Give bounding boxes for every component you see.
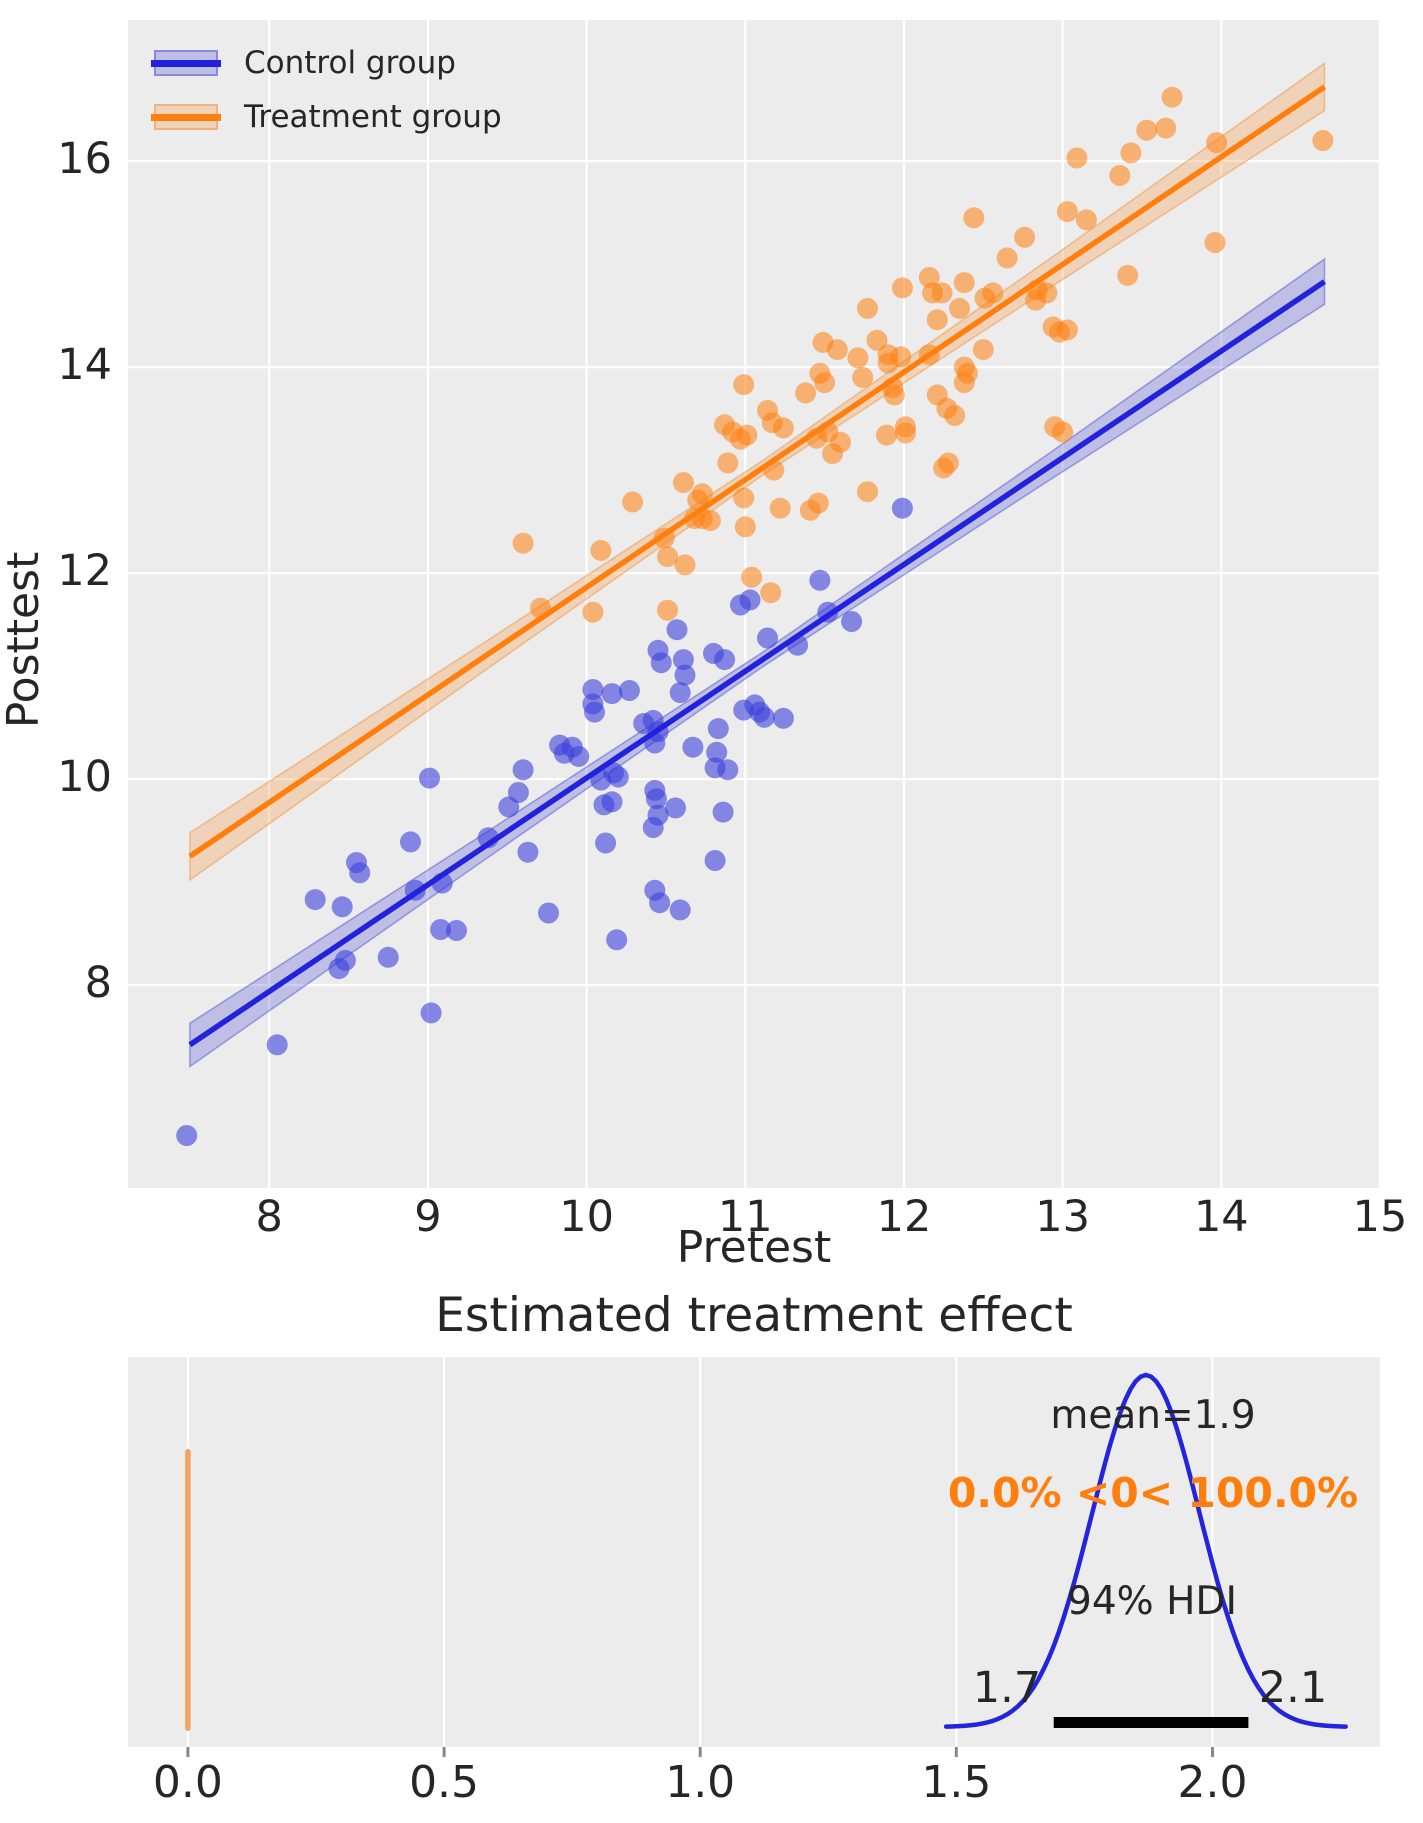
bottom-plot-title: Estimated treatment effect xyxy=(435,1288,1073,1343)
legend-item-treatment: Treatment group xyxy=(151,90,502,144)
control-line-swatch xyxy=(151,50,221,76)
legend-label-control: Control group xyxy=(244,45,456,81)
y-tick-10: 10 xyxy=(57,752,112,803)
hdi-label: 94% HDI xyxy=(1067,1579,1237,1624)
legend-item-control: Control group xyxy=(151,36,502,90)
mean-annotation: mean=1.9 xyxy=(1050,1393,1256,1438)
bottom-x-tick-1.0: 1.0 xyxy=(665,1757,736,1808)
x-tick-13: 13 xyxy=(1035,1192,1090,1242)
x-tick-9: 9 xyxy=(414,1192,442,1242)
treatment-effect-plot: mean=1.9 0.0% <0< 100.0% 94% HDI 1.7 2.1 xyxy=(128,1357,1380,1757)
hdi-upper-value: 2.1 xyxy=(1258,1663,1328,1713)
y-tick-8: 8 xyxy=(84,958,112,1009)
bottom-x-tick-2.0: 2.0 xyxy=(1177,1757,1248,1808)
x-tick-14: 14 xyxy=(1193,1192,1249,1242)
legend: Control group Treatment group xyxy=(151,36,502,144)
x-tick-15: 15 xyxy=(1352,1192,1408,1242)
treatment-line-swatch xyxy=(151,104,221,130)
x-tick-10: 10 xyxy=(559,1192,614,1242)
x-tick-12: 12 xyxy=(876,1192,932,1242)
x-tick-8: 8 xyxy=(255,1192,283,1242)
y-tick-14: 14 xyxy=(57,340,112,391)
y-tick-16: 16 xyxy=(57,134,112,185)
probability-annotation: 0.0% <0< 100.0% xyxy=(947,1469,1359,1517)
posterior-canvas xyxy=(185,1357,1348,1757)
y-tick-12: 12 xyxy=(57,546,112,597)
x-tick-11: 11 xyxy=(717,1192,773,1242)
legend-label-treatment: Treatment group xyxy=(244,99,502,135)
x-axis-label: Pretest xyxy=(676,1222,832,1273)
pretest-posttest-plot: Control group Treatment group xyxy=(128,20,1382,1188)
bottom-x-tick-0.0: 0.0 xyxy=(152,1757,223,1808)
bottom-x-tick-1.5: 1.5 xyxy=(921,1757,992,1808)
scatter-canvas xyxy=(128,20,1382,1188)
bottom-x-tick-0.5: 0.5 xyxy=(409,1757,480,1808)
hdi-lower-value: 1.7 xyxy=(972,1663,1042,1713)
